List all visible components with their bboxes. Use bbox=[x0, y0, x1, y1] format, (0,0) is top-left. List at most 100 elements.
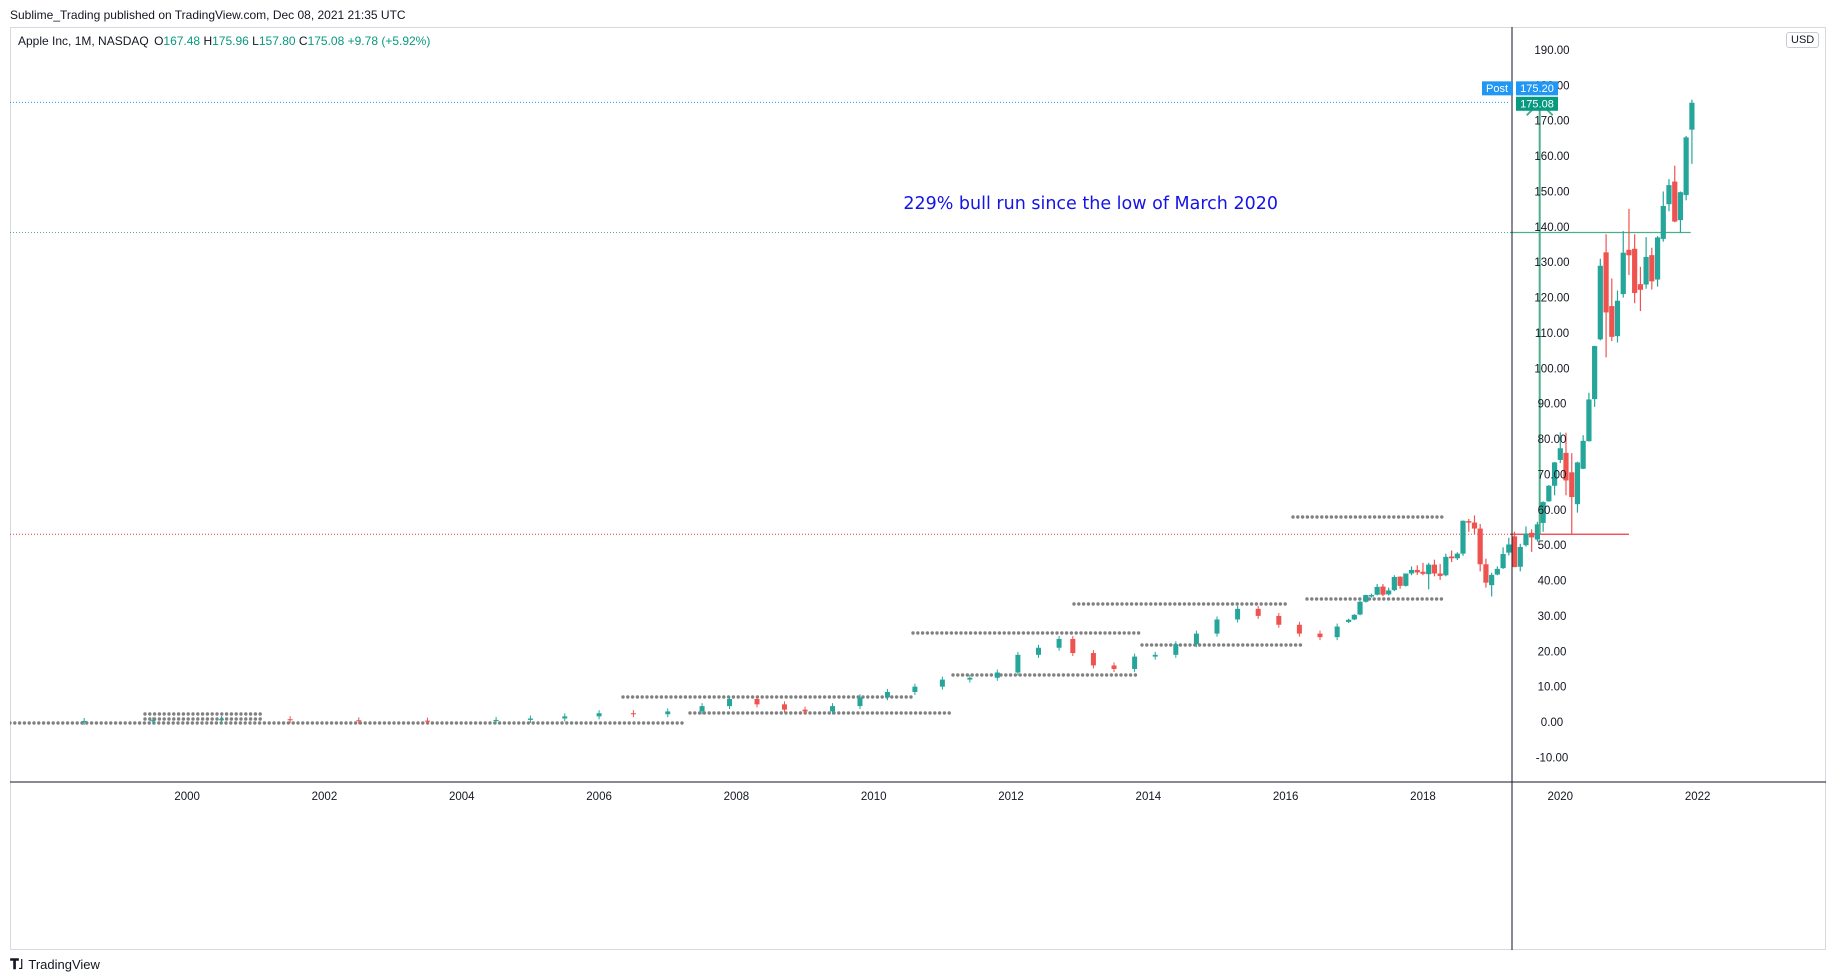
level-dot bbox=[1098, 631, 1102, 635]
level-dot bbox=[1159, 643, 1163, 647]
level-dot bbox=[846, 695, 851, 699]
level-dot bbox=[970, 673, 974, 677]
candle-body bbox=[1363, 595, 1369, 602]
candle-body bbox=[1460, 520, 1466, 554]
level-dot bbox=[1348, 597, 1352, 601]
level-dot bbox=[1081, 602, 1086, 606]
level-dot bbox=[632, 721, 636, 725]
level-dot bbox=[1133, 673, 1138, 677]
level-dot bbox=[627, 721, 631, 725]
candle-body bbox=[1626, 249, 1632, 256]
level-dot bbox=[176, 717, 181, 721]
level-dot bbox=[162, 712, 166, 716]
level-dot bbox=[1392, 515, 1396, 519]
level-dot bbox=[1353, 597, 1357, 601]
level-dot bbox=[1173, 602, 1177, 606]
last-price-badge bbox=[1516, 96, 1558, 111]
level-dot bbox=[200, 717, 205, 721]
level-dot bbox=[1315, 515, 1319, 519]
post-price-badge bbox=[1516, 81, 1558, 96]
level-dot bbox=[1037, 673, 1042, 677]
level-dot bbox=[215, 717, 219, 721]
candle-body bbox=[1391, 577, 1397, 591]
early-candle-body bbox=[1015, 654, 1021, 673]
level-dot bbox=[1182, 602, 1187, 606]
early-candle-body bbox=[1334, 626, 1340, 638]
level-dot bbox=[822, 711, 827, 715]
candle-body bbox=[1494, 568, 1500, 575]
level-dot bbox=[1109, 673, 1114, 677]
level-dot bbox=[1283, 602, 1287, 606]
level-dot bbox=[1042, 673, 1046, 677]
level-dot bbox=[176, 712, 181, 716]
level-dot bbox=[411, 721, 415, 725]
level-dot bbox=[334, 721, 339, 725]
level-dot bbox=[1435, 515, 1439, 519]
level-dot bbox=[37, 721, 41, 725]
level-dot bbox=[626, 695, 630, 699]
level-dot bbox=[779, 711, 783, 715]
level-dot bbox=[1074, 631, 1078, 635]
level-dot bbox=[635, 695, 640, 699]
level-dot bbox=[1406, 515, 1410, 519]
level-dot bbox=[1028, 673, 1032, 677]
early-candle-body bbox=[1193, 633, 1199, 645]
level-dot bbox=[233, 721, 238, 725]
level-dot bbox=[10, 721, 12, 725]
y-tick-label: 90.00 bbox=[1538, 399, 1567, 411]
level-dot bbox=[598, 721, 603, 725]
level-dot bbox=[281, 721, 286, 725]
legend-low-value: 157.80 bbox=[258, 34, 296, 48]
level-dot bbox=[770, 695, 774, 699]
level-dot bbox=[964, 631, 968, 635]
candle-body bbox=[1368, 595, 1375, 597]
level-dot bbox=[913, 711, 918, 715]
level-dot bbox=[988, 631, 992, 635]
annotation-text[interactable]: 229% bull run since the low of March 202… bbox=[903, 194, 1278, 214]
x-tick-label: 2018 bbox=[1410, 791, 1436, 803]
level-dot bbox=[736, 695, 740, 699]
level-dot bbox=[1132, 631, 1136, 635]
level-dot bbox=[890, 695, 894, 699]
level-dot bbox=[965, 673, 970, 677]
early-candle-body bbox=[912, 686, 918, 692]
level-dot bbox=[80, 721, 84, 725]
level-dot bbox=[944, 631, 949, 635]
footer-brand-text: TradingView bbox=[28, 957, 100, 972]
level-dot bbox=[822, 695, 827, 699]
early-candle-body bbox=[699, 706, 705, 712]
candle-body bbox=[1597, 265, 1603, 340]
early-candle-body bbox=[493, 719, 499, 721]
level-dot bbox=[665, 721, 670, 725]
currency-badge[interactable]: USD bbox=[1786, 32, 1820, 48]
level-dot bbox=[329, 721, 334, 725]
horizontal-lines-layer bbox=[10, 101, 1691, 535]
level-dot bbox=[947, 711, 951, 715]
candle-body bbox=[1689, 102, 1695, 130]
footer-brand[interactable]: 𝐓˩ TradingView bbox=[10, 956, 100, 973]
level-dot bbox=[224, 721, 228, 725]
level-dot bbox=[842, 695, 846, 699]
level-dot bbox=[1202, 643, 1207, 647]
legend-high-label: H bbox=[203, 34, 213, 48]
level-dot bbox=[1206, 602, 1211, 606]
early-candle-body bbox=[356, 720, 362, 722]
level-dot bbox=[109, 721, 113, 725]
level-dot bbox=[1387, 515, 1391, 519]
level-dot bbox=[191, 712, 195, 716]
level-dot bbox=[1231, 643, 1235, 647]
level-dot bbox=[229, 717, 234, 721]
level-dot bbox=[899, 695, 904, 699]
level-dot bbox=[935, 631, 939, 635]
level-dot bbox=[205, 712, 210, 716]
level-dot bbox=[363, 721, 367, 725]
level-dot bbox=[277, 721, 281, 725]
level-dot bbox=[1036, 631, 1040, 635]
level-dot bbox=[224, 712, 229, 716]
level-dots-layer bbox=[10, 515, 1444, 725]
level-dot bbox=[937, 711, 942, 715]
early-candle-body bbox=[1070, 638, 1076, 654]
level-dot bbox=[593, 721, 598, 725]
price-chart[interactable]: 190.00180.00170.00160.00150.00140.00130.… bbox=[10, 27, 1826, 950]
level-dot bbox=[181, 721, 185, 725]
